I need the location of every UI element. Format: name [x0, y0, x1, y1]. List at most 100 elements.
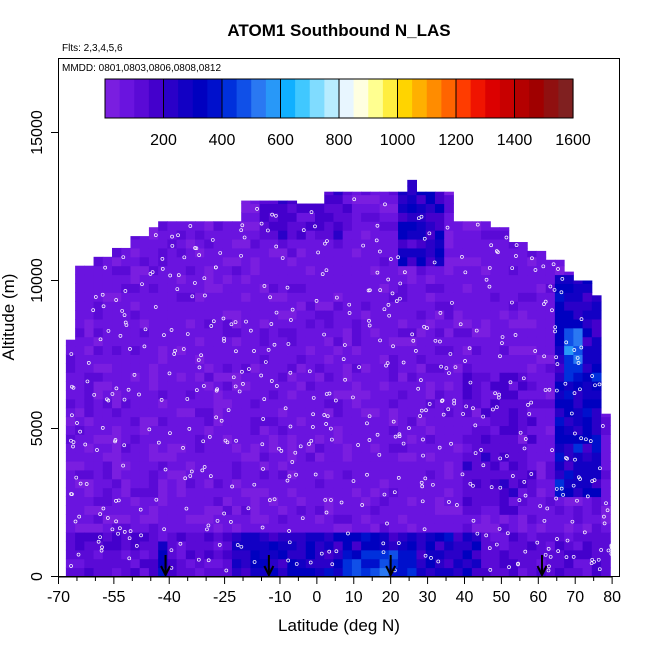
sample-point	[416, 386, 421, 391]
sample-point	[139, 533, 143, 538]
heatmap-cell	[250, 496, 261, 506]
sample-point	[84, 482, 89, 486]
sample-point	[173, 348, 177, 353]
heatmap-cell	[241, 256, 251, 267]
heatmap-cell	[370, 363, 381, 373]
heatmap-cell	[241, 239, 251, 249]
heatmap-cell	[564, 469, 574, 480]
sample-point	[407, 426, 411, 430]
heatmap-cell	[453, 265, 464, 276]
heatmap-cell	[536, 469, 547, 480]
heatmap-cell	[527, 250, 537, 258]
sample-point	[83, 442, 88, 447]
heatmap-cell	[407, 194, 418, 205]
heatmap-cell	[139, 416, 150, 427]
heatmap-cell	[130, 452, 141, 462]
heatmap-cell	[582, 301, 593, 311]
sample-point	[500, 335, 505, 339]
heatmap-cell	[518, 318, 528, 329]
heatmap-cell	[361, 310, 371, 320]
sample-point	[249, 328, 253, 333]
heatmap-cell	[296, 505, 307, 515]
heatmap-cell	[370, 212, 381, 222]
heatmap-cell	[591, 301, 602, 311]
heatmap-cell	[250, 487, 261, 498]
heatmap-cell	[176, 478, 187, 489]
sample-point	[114, 386, 119, 391]
heatmap-cell	[315, 327, 325, 338]
heatmap-cell	[231, 301, 242, 311]
heatmap-cell	[195, 398, 205, 409]
sample-point	[252, 349, 256, 353]
heatmap-cell	[444, 354, 454, 364]
heatmap-cell	[536, 283, 547, 293]
heatmap-cell	[518, 523, 528, 533]
heatmap-cell	[499, 416, 510, 427]
heatmap-cell	[176, 469, 187, 480]
heatmap-cell	[148, 274, 159, 284]
heatmap-cell	[250, 203, 261, 213]
sample-point	[440, 399, 444, 403]
heatmap-cell	[241, 301, 251, 311]
heatmap-cell	[250, 230, 261, 240]
heatmap-cell	[204, 398, 215, 409]
heatmap-cell	[508, 247, 519, 258]
heatmap-cell	[564, 558, 574, 569]
heatmap-cell	[222, 301, 233, 311]
heatmap-cell	[444, 567, 454, 577]
colorbar-tick-label: 800	[326, 132, 353, 149]
heatmap-cell	[112, 558, 122, 569]
heatmap-cell	[370, 292, 381, 302]
heatmap-cell	[554, 478, 565, 489]
heatmap-cell	[195, 505, 205, 515]
heatmap-cell	[499, 363, 510, 373]
heatmap-cell	[65, 452, 76, 462]
heatmap-cell	[287, 407, 298, 418]
sample-point	[143, 327, 148, 332]
heatmap-cell	[176, 318, 187, 329]
sample-point	[327, 549, 332, 554]
sample-point	[222, 511, 226, 516]
heatmap-cell	[398, 461, 408, 471]
heatmap-cell	[425, 336, 436, 347]
heatmap-cell	[370, 487, 381, 498]
sample-point	[473, 451, 478, 455]
heatmap-cell	[508, 336, 519, 347]
heatmap-cell	[462, 283, 473, 293]
sample-point	[548, 284, 553, 289]
heatmap-cell	[176, 549, 187, 560]
heatmap-cell	[102, 496, 113, 506]
heatmap-cell	[287, 381, 298, 391]
heatmap-cell	[425, 487, 436, 498]
sample-point	[148, 272, 153, 276]
heatmap-cell	[139, 247, 150, 258]
heatmap-cell	[231, 221, 242, 231]
heatmap-cell	[425, 212, 436, 222]
heatmap-cell	[84, 318, 95, 329]
heatmap-cell	[361, 265, 371, 276]
sample-point	[498, 485, 503, 490]
heatmap-cell	[601, 514, 611, 524]
sample-point	[286, 558, 291, 563]
sample-point	[168, 431, 172, 435]
heatmap-cell	[213, 443, 224, 453]
heatmap-cell	[444, 558, 454, 569]
heatmap-cell	[379, 540, 390, 551]
heatmap-cell	[591, 363, 602, 373]
heatmap-cell	[499, 514, 510, 524]
heatmap-cell	[222, 247, 233, 258]
heatmap-cell	[554, 487, 565, 498]
heatmap-cell	[342, 567, 353, 577]
profile-markers	[160, 555, 548, 578]
heatmap-cell	[351, 558, 362, 569]
heatmap-cell	[139, 505, 150, 515]
heatmap-cell	[518, 247, 528, 258]
heatmap-cell	[185, 390, 196, 400]
sample-point	[78, 429, 82, 434]
sample-point	[473, 423, 478, 428]
heatmap-cell	[102, 398, 113, 409]
heatmap-cell	[250, 310, 261, 320]
heatmap-cell	[407, 212, 418, 222]
heatmap-cell	[591, 549, 602, 560]
